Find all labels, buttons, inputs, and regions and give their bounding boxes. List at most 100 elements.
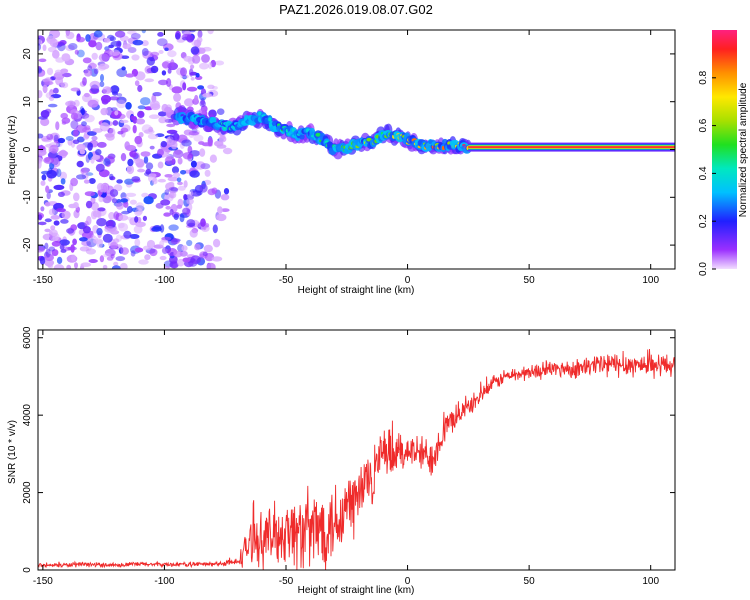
noise-blob (109, 96, 120, 101)
noise-blob (102, 233, 113, 243)
noise-blob (120, 198, 128, 203)
noise-blob (49, 38, 59, 48)
noise-blob (57, 42, 66, 52)
noise-blob (206, 262, 216, 269)
noise-blob (73, 192, 80, 202)
noise-blob (66, 264, 72, 269)
x-tick-label: -150 (33, 576, 53, 587)
noise-blob (72, 139, 80, 145)
noise-blob (177, 181, 183, 186)
colorbar-tick-label: 0.8 (698, 70, 709, 84)
noise-blob (97, 207, 106, 212)
noise-blob (130, 33, 141, 40)
noise-blob (133, 225, 143, 234)
noise-blob (168, 224, 179, 231)
noise-blob (180, 170, 187, 175)
noise-blob (44, 202, 51, 207)
noise-blob (219, 133, 226, 140)
noise-blob (144, 78, 155, 83)
noise-blob (214, 60, 225, 66)
noise-blob (150, 65, 159, 74)
noise-blob (62, 72, 72, 78)
noise-blob (125, 192, 137, 197)
noise-blob (90, 196, 96, 205)
noise-blob (173, 93, 182, 102)
noise-blob (175, 32, 181, 40)
noise-blob (74, 49, 79, 55)
noise-blob (189, 30, 196, 33)
noise-blob (56, 256, 63, 264)
noise-blob (87, 99, 99, 108)
noise-blob (103, 158, 111, 166)
noise-blob (207, 137, 213, 147)
noise-blob (114, 110, 119, 116)
noise-blob (131, 207, 139, 212)
noise-blob (50, 225, 56, 231)
noise-blob (169, 208, 174, 215)
y-tick-label: 0 (22, 567, 33, 573)
noise-blob (57, 150, 69, 157)
noise-blob (76, 36, 86, 43)
noise-blob (148, 114, 160, 119)
noise-blob (108, 44, 114, 49)
noise-blob (102, 86, 112, 94)
noise-blob (158, 79, 169, 86)
noise-blob (123, 201, 129, 208)
noise-blob (48, 146, 53, 152)
noise-blob (186, 219, 196, 228)
spectrogram-y-label: Frequency (Hz) (7, 116, 18, 185)
noise-blob (157, 32, 164, 37)
noise-blob (146, 56, 155, 66)
noise-blob (161, 236, 172, 241)
noise-blob (105, 133, 115, 141)
noise-blob (46, 67, 54, 76)
noise-blob (45, 248, 51, 258)
noise-blob (53, 87, 59, 94)
noise-blob (137, 168, 146, 173)
noise-blob (186, 198, 194, 205)
noise-blob (216, 213, 227, 222)
noise-blob (72, 129, 80, 137)
noise-blob (179, 214, 185, 223)
noise-blob (131, 54, 140, 61)
noise-blob (222, 147, 233, 155)
noise-blob (164, 193, 170, 201)
colorbar-tick-label: 0.2 (698, 214, 709, 228)
noise-blob (172, 149, 184, 159)
noise-blob (84, 220, 89, 227)
noise-blob (204, 169, 211, 177)
noise-blob (61, 210, 71, 220)
noise-blob (189, 190, 194, 196)
noise-blob (201, 54, 210, 63)
noise-blob (121, 124, 131, 132)
noise-blob (194, 94, 199, 103)
noise-blob (141, 30, 146, 34)
noise-blob (125, 73, 135, 78)
noise-blob (159, 255, 167, 261)
noise-blob (183, 180, 188, 188)
noise-blob (72, 238, 77, 246)
noise-blob (120, 247, 129, 255)
noise-blob (38, 221, 47, 226)
snr-y-label: SNR (10 * v/v) (7, 420, 18, 484)
noise-blob (149, 100, 160, 109)
noise-blob (143, 129, 155, 135)
noise-blob (48, 246, 56, 252)
noise-blob (83, 134, 89, 140)
noise-blob (53, 134, 59, 142)
noise-blob (79, 106, 84, 114)
noise-blob (88, 39, 97, 48)
noise-blob (85, 248, 96, 255)
y-tick-label: -20 (22, 237, 33, 252)
noise-blob (90, 84, 100, 94)
noise-blob (87, 65, 93, 71)
noise-blob (132, 39, 144, 46)
noise-blob (113, 184, 123, 192)
noise-blob (198, 47, 206, 54)
snr-x-label: Height of straight line (km) (298, 585, 415, 596)
noise-blob (81, 121, 87, 127)
noise-blob (116, 99, 127, 109)
noise-blob (143, 245, 152, 251)
noise-blob (134, 135, 143, 145)
noise-blob (196, 36, 203, 43)
